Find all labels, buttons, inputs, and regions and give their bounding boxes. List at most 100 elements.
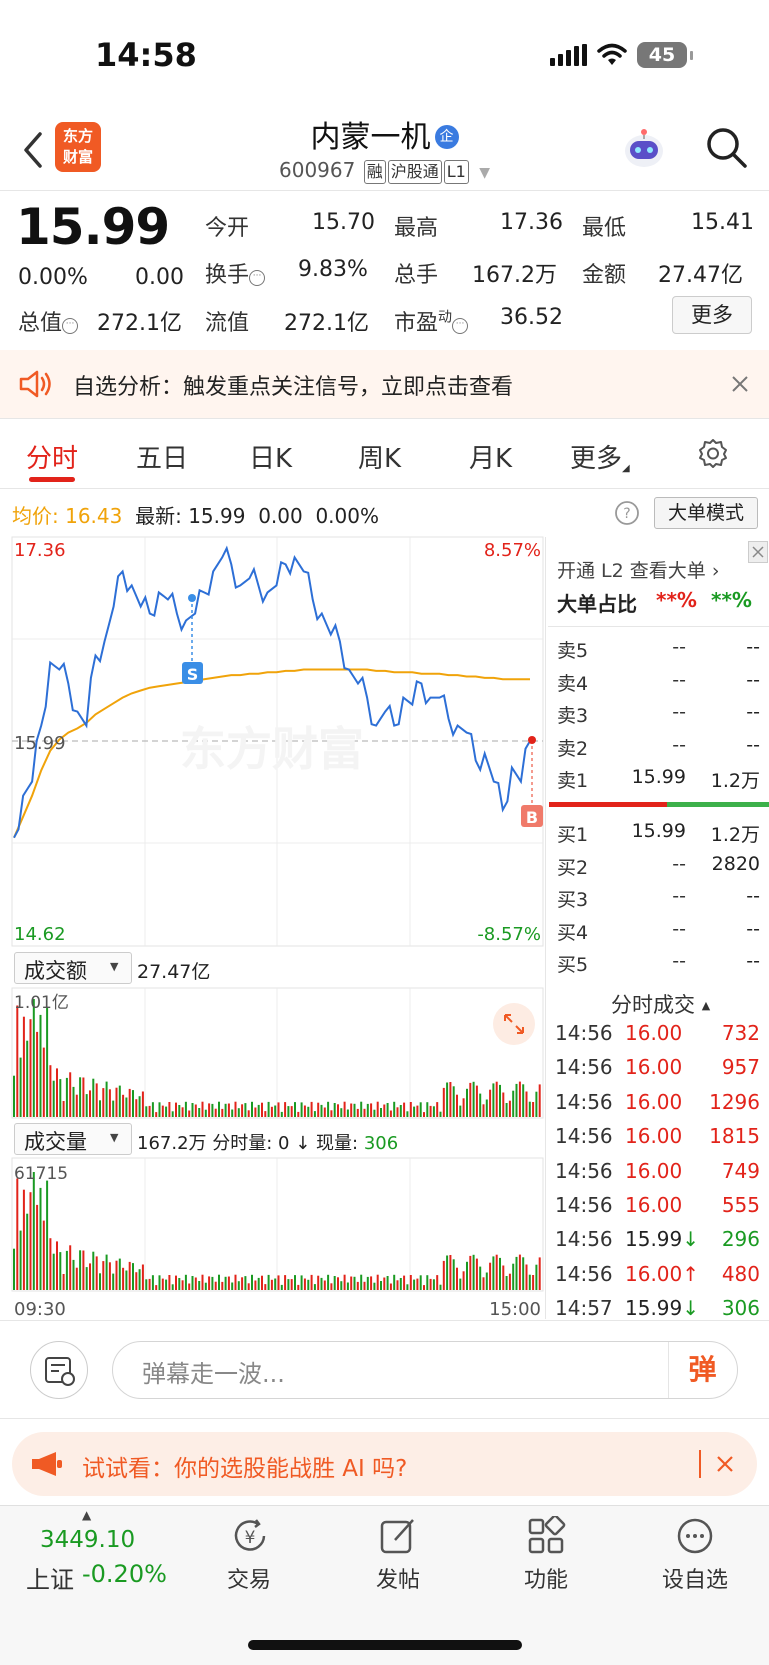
index-value[interactable]: 3449.10 <box>40 1527 136 1553</box>
back-icon[interactable] <box>18 130 48 170</box>
tick-price: 16.00 <box>625 1158 683 1183</box>
volume-bar <box>393 1101 396 1117</box>
ai-promo-banner[interactable] <box>12 1432 757 1496</box>
tick-volume: 480 <box>721 1261 760 1286</box>
big-order-mode-button[interactable]: 大单模式 <box>654 497 758 529</box>
volume-bar <box>95 1256 98 1290</box>
more-button[interactable]: 更多 <box>672 296 752 334</box>
stock-name[interactable]: 内蒙一机企 <box>0 112 769 156</box>
volume-bar <box>65 1077 68 1117</box>
volume-bar <box>475 1258 478 1290</box>
ask-label: 卖5 <box>557 640 589 662</box>
volume-bar <box>132 1263 134 1290</box>
amount-selector[interactable] <box>14 952 132 984</box>
volume-bar <box>221 1281 224 1290</box>
volume-bar <box>502 1265 505 1290</box>
danmu-send-button[interactable]: 弹 <box>668 1342 736 1398</box>
add-watchlist-icon[interactable] <box>675 1516 715 1556</box>
nav-trade[interactable]: 交易 <box>226 1568 271 1593</box>
volume-bar <box>244 1103 247 1117</box>
more-dots-icon[interactable]: ··· <box>249 270 266 286</box>
volume-bar <box>343 1101 346 1117</box>
volume-bar <box>108 1089 111 1117</box>
volume-selector[interactable] <box>14 1123 132 1155</box>
volume-bar <box>105 1254 108 1290</box>
volume-bar <box>227 1276 230 1290</box>
volume-bar <box>231 1282 234 1290</box>
intraday-chart[interactable]: 东方财富 17.36 15.99 14.62 8.57% -8.57% S B … <box>0 534 545 1319</box>
time-start-label: 09:30 <box>14 1299 66 1319</box>
header-divider <box>0 190 769 191</box>
tab-more[interactable]: 更多◢ <box>570 438 630 475</box>
volume-bar <box>151 1102 154 1117</box>
nav-features[interactable]: 功能 <box>523 1568 568 1593</box>
volume-bar <box>353 1103 356 1117</box>
close-icon[interactable] <box>716 1455 734 1473</box>
latest-label: 最新: <box>135 504 182 528</box>
tab-intraday[interactable]: 分时 <box>26 444 79 474</box>
index-change[interactable]: -0.20% <box>82 1560 167 1588</box>
logo-line-2: 财富 <box>62 148 93 166</box>
l2-promo-link[interactable]: 开通 L2 查看大单 › <box>557 556 719 583</box>
nav-post[interactable]: 发帖 <box>375 1568 420 1593</box>
axis-bottom-pct: -8.57% <box>477 924 541 945</box>
volume-bar <box>158 1102 161 1117</box>
danmu-settings-button[interactable] <box>30 1341 88 1399</box>
amount-value: 27.47亿 <box>658 263 743 288</box>
volume-bar <box>386 1276 389 1290</box>
buy-marker-text: B <box>526 808 538 827</box>
status-icons: 45 <box>550 40 693 70</box>
nav-add-watchlist[interactable]: 设自选 <box>661 1568 728 1593</box>
volume-bar <box>277 1275 280 1290</box>
bid-volume: -- <box>746 917 760 940</box>
caret-icon: ◢ <box>622 463 630 474</box>
index-up-caret-icon: ▲ <box>82 1508 92 1522</box>
volume-bar <box>191 1276 194 1290</box>
volume-bar <box>472 1081 475 1117</box>
svg-text:¥: ¥ <box>245 1528 256 1548</box>
volume-bar <box>158 1275 161 1290</box>
index-name[interactable]: 上证 <box>26 1566 74 1594</box>
tab-daily-k[interactable]: 日K <box>249 444 293 474</box>
settings-gear-icon[interactable] <box>697 437 729 469</box>
close-icon[interactable] <box>731 375 749 393</box>
features-grid-icon[interactable] <box>526 1516 566 1556</box>
trade-icon[interactable]: ¥ <box>230 1516 270 1556</box>
help-icon[interactable]: ? <box>614 500 640 526</box>
expand-button[interactable] <box>493 1003 535 1045</box>
bid-volume: -- <box>746 885 760 907</box>
volume-bar <box>436 1102 439 1117</box>
pe-label-text: 市盈 <box>394 311 439 336</box>
buy-marker-badge[interactable] <box>521 805 543 827</box>
sell-marker-badge[interactable] <box>182 662 203 684</box>
more-dots-icon[interactable]: ··· <box>62 318 79 334</box>
danmu-settings-icon <box>45 1357 75 1386</box>
tab-monthly-k[interactable]: 月K <box>469 444 513 474</box>
ticks-header[interactable]: 分时成交 ▲ <box>611 989 710 1019</box>
volume-max-label: 61715 <box>14 1164 68 1184</box>
volume-bar <box>337 1277 339 1290</box>
volume-bar <box>333 1276 336 1290</box>
volume-bar <box>499 1257 501 1290</box>
robot-assistant-icon[interactable] <box>620 125 668 173</box>
time-end-label: 15:00 <box>489 1299 541 1319</box>
volume-bar <box>528 1274 531 1290</box>
ask-volume: -- <box>746 668 760 691</box>
more-dots-icon[interactable]: ··· <box>452 318 469 334</box>
volume-bar <box>290 1106 293 1117</box>
tick-price: 15.99↓ <box>625 1227 700 1252</box>
danmu-input[interactable] <box>112 1341 738 1399</box>
tab-five-day[interactable]: 五日 <box>136 444 189 474</box>
post-icon[interactable] <box>378 1516 418 1556</box>
volume-bar <box>118 1258 121 1290</box>
tab-weekly-k[interactable]: 周K <box>358 444 402 474</box>
volume-bar <box>532 1102 535 1117</box>
volume-detail-label: 分时量: 0 ↓ 现量: <box>212 1133 359 1154</box>
search-icon[interactable] <box>703 124 749 170</box>
volume-bar <box>396 1107 399 1117</box>
app-logo: 东方 财富 <box>55 122 101 172</box>
volume-bar <box>32 1172 35 1290</box>
notice-banner[interactable] <box>0 350 769 418</box>
stock-sub-info[interactable]: 600967 融沪股通 L1 ▼ <box>0 158 769 184</box>
volume-bar <box>518 1081 521 1117</box>
